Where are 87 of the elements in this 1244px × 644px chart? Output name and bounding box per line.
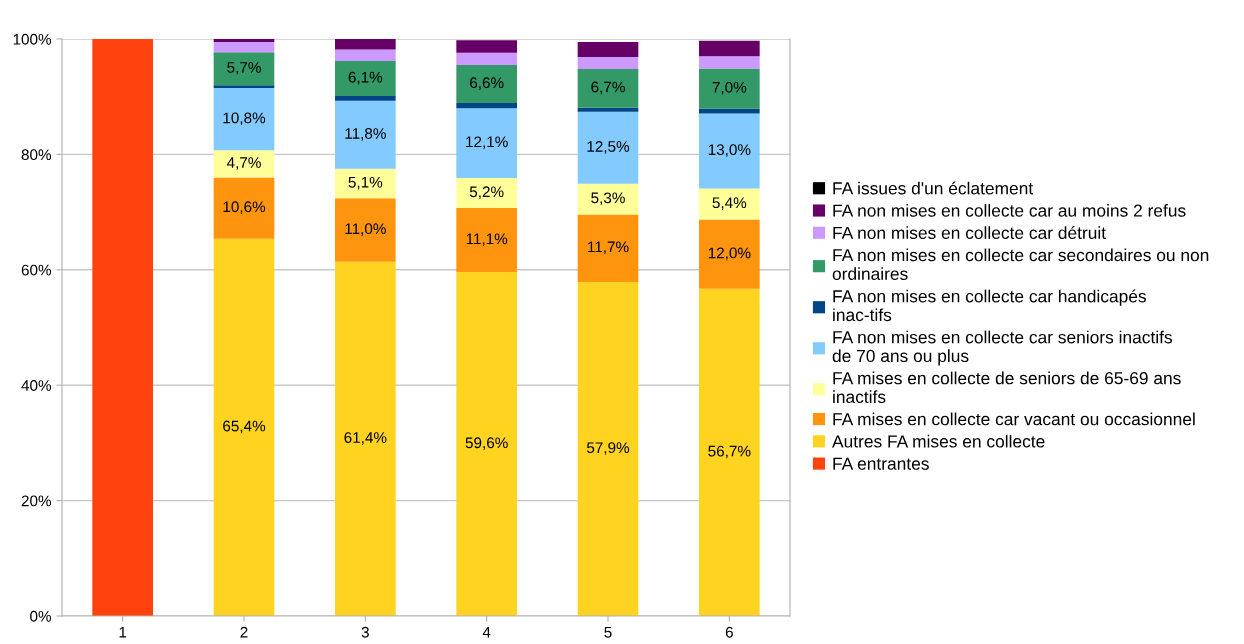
- bar: [456, 208, 517, 273]
- data-label: 59,6%: [465, 437, 508, 450]
- bar: [456, 178, 517, 209]
- bar: [456, 40, 517, 53]
- y-tick-label: 40%: [21, 380, 52, 391]
- data-label: 5,4%: [712, 197, 747, 210]
- bar: [92, 39, 153, 616]
- data-label: 11,0%: [345, 223, 386, 236]
- data-label: 5,7%: [227, 62, 261, 75]
- data-label: 12,0%: [708, 247, 751, 261]
- data-label: 10,8%: [223, 112, 266, 126]
- bar: [335, 39, 396, 50]
- data-label: 6,6%: [470, 77, 504, 90]
- data-label: 13,0%: [708, 144, 751, 157]
- bar: [335, 168, 396, 199]
- legend-label: FA entrantes: [833, 457, 929, 470]
- bar: [699, 219, 760, 289]
- legend-label: FA issues d'un éclatement: [833, 181, 1034, 195]
- bar: [577, 281, 639, 616]
- bar: [577, 111, 639, 184]
- data-label: 7,0%: [712, 81, 747, 95]
- bar: [213, 52, 275, 86]
- bar: [699, 188, 760, 220]
- legend-label: FA mises en collecte de seniors de 65-69 ans inactifs: [833, 371, 1181, 404]
- legend-label: FA non mises en collecte car au moins 2 refus: [833, 204, 1186, 217]
- y-tick-label: 80%: [21, 149, 52, 161]
- data-label: 56,7%: [708, 445, 751, 459]
- data-label: 5,3%: [591, 192, 625, 206]
- bar: [213, 238, 275, 616]
- bar: [456, 108, 517, 179]
- x-tick-label: 1: [119, 626, 127, 638]
- data-label: 12,5%: [587, 141, 630, 154]
- data-label: 11,7%: [588, 241, 629, 255]
- bar: [335, 49, 396, 61]
- bar: [577, 41, 639, 57]
- data-label: 65,4%: [223, 420, 266, 434]
- data-label: 5,1%: [348, 176, 383, 190]
- data-label: 10,6%: [223, 201, 266, 214]
- legend-label: FA non mises en collecte car secondaires ou non ordinaires: [832, 248, 1209, 280]
- data-label: 61,4%: [344, 432, 387, 445]
- bar: [213, 150, 275, 178]
- data-label: 12,1%: [466, 136, 508, 150]
- x-tick-label: 5: [604, 626, 612, 638]
- bar: [699, 40, 760, 57]
- y-tick-label: 60%: [21, 264, 52, 276]
- bar: [699, 68, 760, 109]
- y-tick-label: 20%: [21, 495, 52, 507]
- legend-label: FA mises en collecte car vacant ou occasionnel: [833, 412, 1195, 426]
- data-label: 57,9%: [586, 442, 630, 455]
- bar: [456, 103, 517, 109]
- data-label: 4,7%: [226, 157, 261, 170]
- data-label: 6,7%: [591, 81, 625, 95]
- bar: [335, 96, 396, 101]
- bar: [577, 56, 639, 69]
- y-tick-label: 100%: [13, 33, 52, 45]
- x-tick-label: 4: [482, 626, 491, 638]
- data-label: 6,1%: [348, 71, 383, 85]
- x-tick-label: 6: [725, 626, 733, 638]
- data-label: 11,1%: [466, 233, 508, 246]
- bar: [456, 52, 517, 65]
- bar: [456, 64, 517, 104]
- bar: [213, 41, 275, 53]
- bar: [213, 39, 275, 42]
- data-label: 5,2%: [469, 186, 504, 199]
- bar: [335, 198, 396, 262]
- bar: [335, 60, 396, 97]
- bar: [699, 288, 760, 616]
- y-tick-label: 0%: [30, 610, 52, 622]
- bar: [213, 177, 275, 239]
- legend-label: FA non mises en collecte car détruit: [833, 226, 1106, 240]
- bar: [699, 113, 760, 189]
- bar: [699, 56, 760, 69]
- bar: [213, 85, 275, 89]
- bar: [577, 214, 639, 282]
- legend-label: FA non mises en collecte car seniors inactifs de 70 ans ou plus: [832, 330, 1173, 366]
- bar: [456, 272, 517, 616]
- bar: [577, 183, 639, 215]
- bar: [577, 107, 639, 112]
- bar: [335, 100, 396, 169]
- legend-label: FA non mises en collecte car handicapés inac-tifs: [833, 289, 1146, 322]
- data-label: 11,8%: [345, 128, 386, 141]
- x-tick-label: 2: [240, 626, 248, 638]
- bar: [577, 69, 639, 108]
- legend-label: Autres FA mises en collecte: [832, 434, 1045, 448]
- x-tick-label: 3: [361, 626, 369, 638]
- bar: [213, 88, 275, 151]
- bar: [335, 261, 396, 616]
